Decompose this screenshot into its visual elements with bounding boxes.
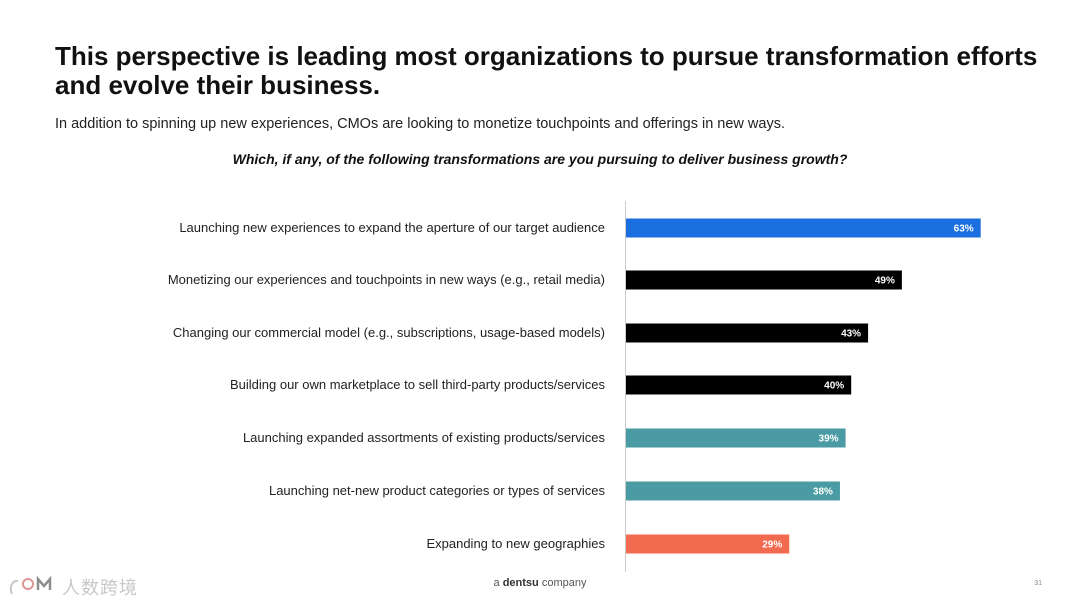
bar <box>626 534 790 554</box>
bar-value-label: 39% <box>819 434 839 445</box>
category-label: Launching net-new product categories or … <box>269 483 606 498</box>
footer-brand: dentsu <box>502 577 539 589</box>
footer-suffix: company <box>541 577 587 589</box>
bar-value-label: 38% <box>813 487 833 498</box>
category-label: Launching expanded assortments of existi… <box>243 430 606 445</box>
page-title: This perspective is leading most organiz… <box>55 41 1038 100</box>
category-label: Launching new experiences to expand the … <box>179 220 605 235</box>
bar <box>626 481 840 501</box>
page-subtitle: In addition to spinning up new experienc… <box>55 116 785 132</box>
footer-prefix: a <box>493 577 500 589</box>
category-label: Building our own marketplace to sell thi… <box>230 377 606 392</box>
category-label: Monetizing our experiences and touchpoin… <box>168 272 605 287</box>
chart-bars: 63% Launching new experiences to expand t… <box>168 218 981 554</box>
bar-value-label: 40% <box>824 381 844 392</box>
bar-value-label: 49% <box>875 276 895 287</box>
category-label: Changing our commercial model (e.g., sub… <box>173 325 605 340</box>
survey-question: Which, if any, of the following transfor… <box>232 151 848 167</box>
bar <box>626 218 981 238</box>
watermark-logo-icon <box>9 576 52 595</box>
bar-value-label: 63% <box>954 224 974 235</box>
watermark-text: 人数跨境 <box>62 578 138 599</box>
footer: a dentsu company <box>0 577 1080 589</box>
bar-value-label: 43% <box>841 329 861 340</box>
category-label: Expanding to new geographies <box>426 536 605 551</box>
bar <box>626 428 846 448</box>
bar-value-label: 29% <box>762 540 782 551</box>
bar <box>626 375 852 395</box>
page-number: 31 <box>1034 580 1042 587</box>
bar <box>626 323 869 343</box>
bar <box>626 270 902 290</box>
watermark: 人数跨境 <box>8 574 138 600</box>
